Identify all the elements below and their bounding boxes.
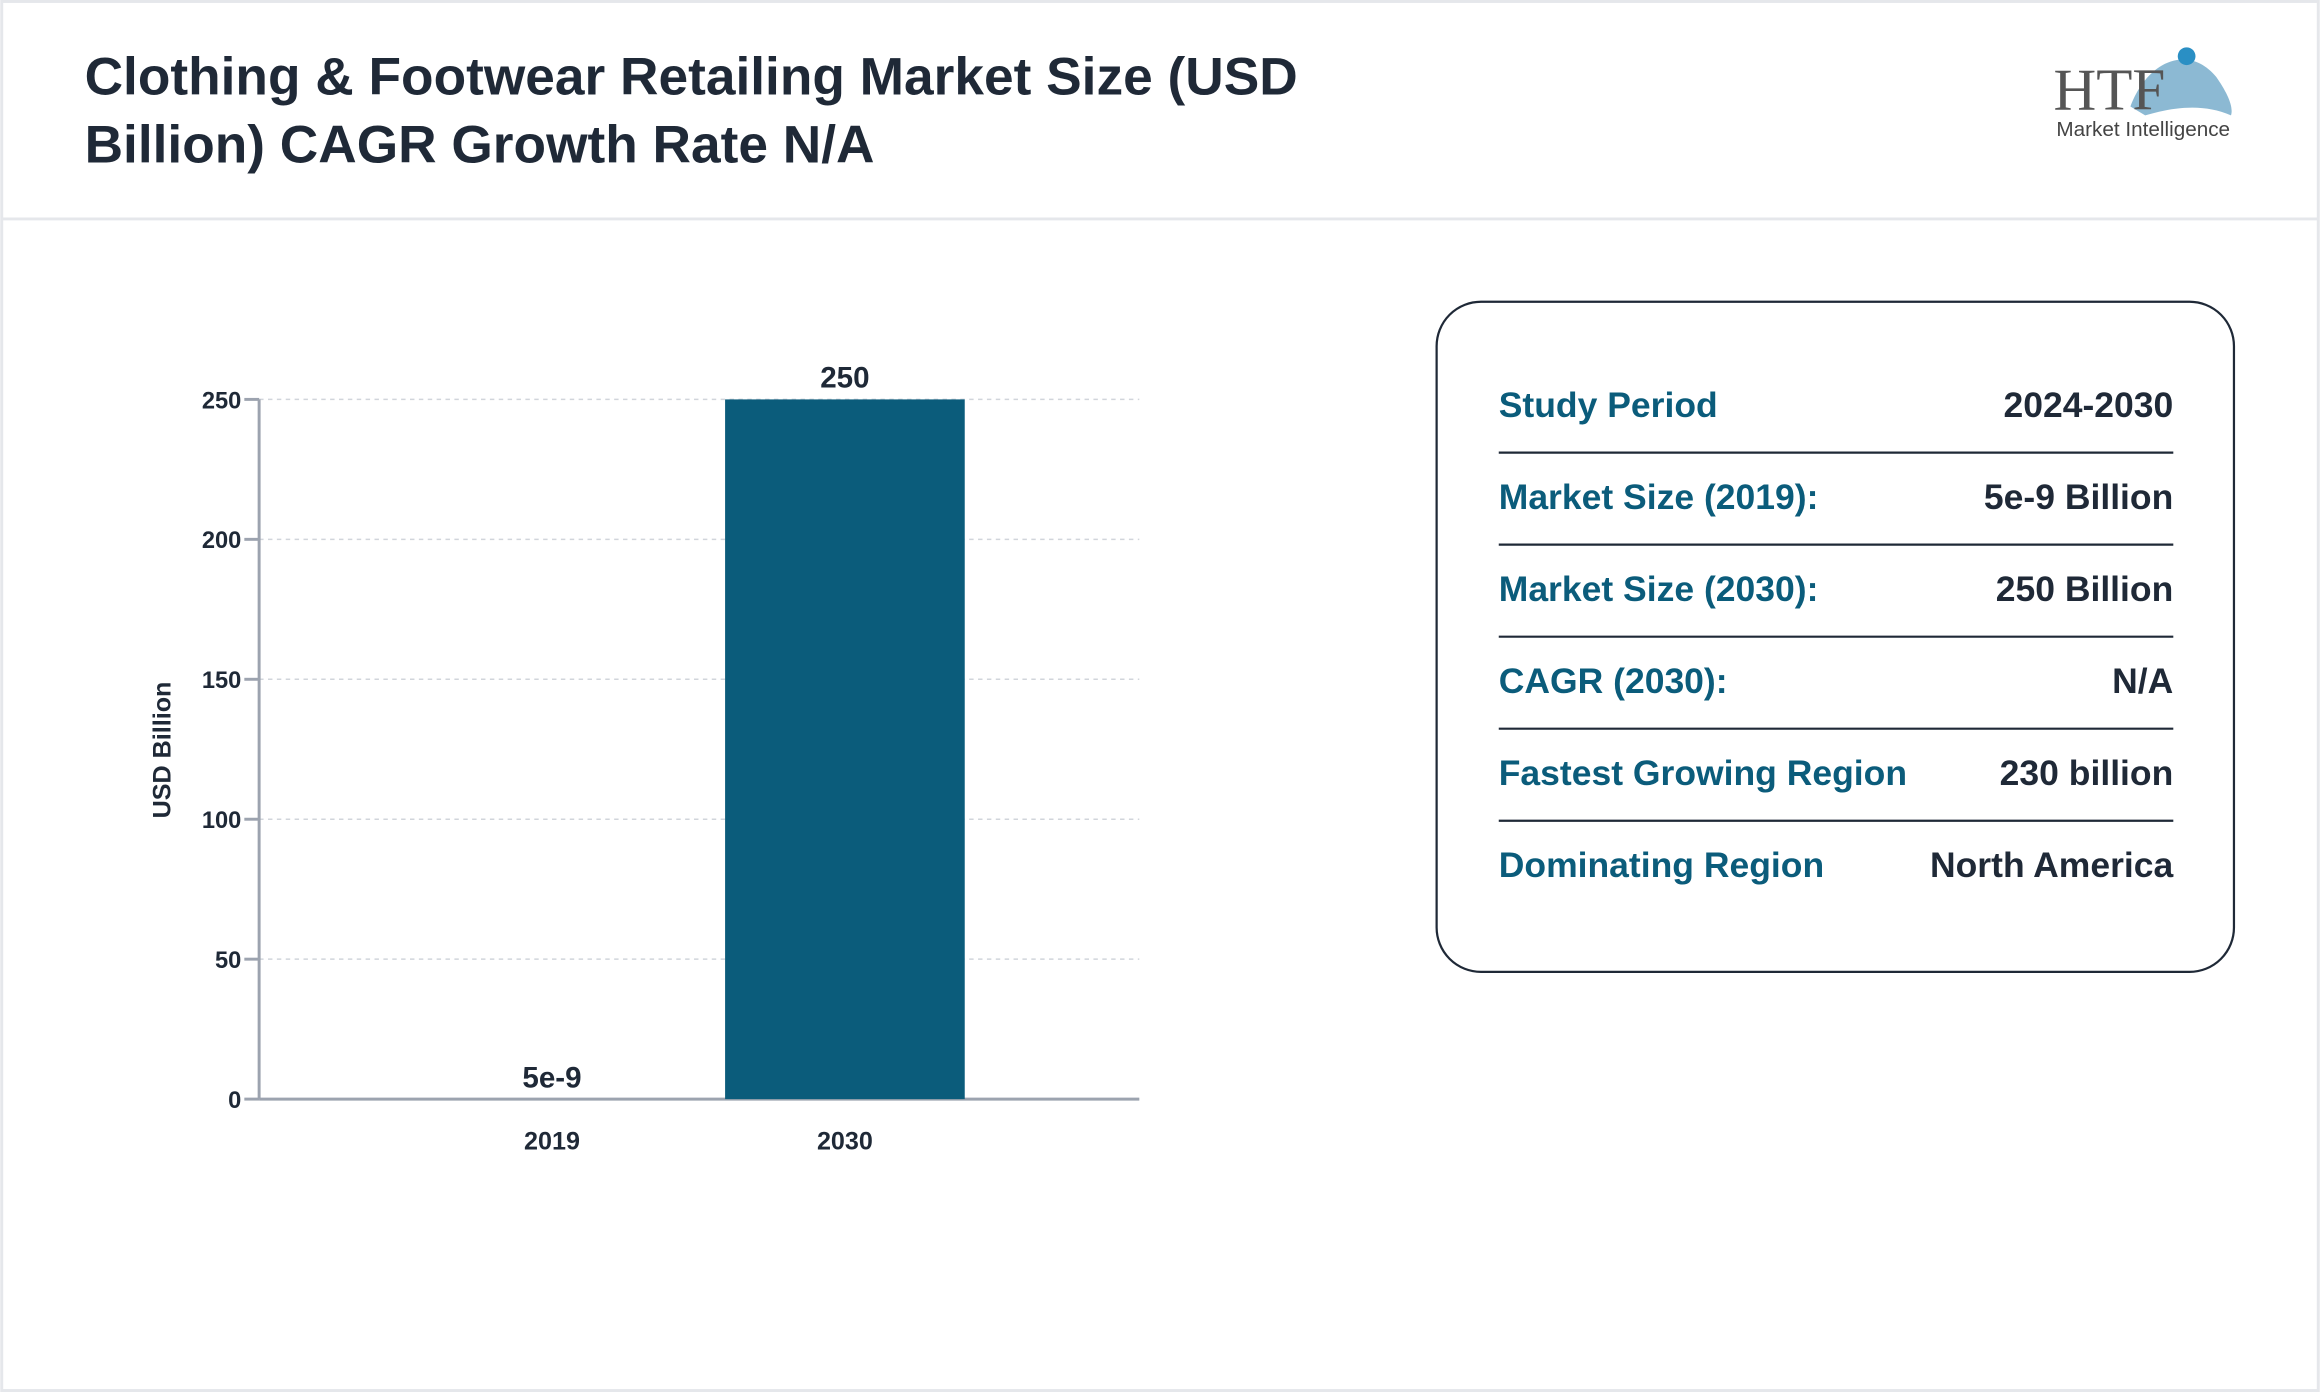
y-tick-label: 150 xyxy=(202,668,241,694)
info-value: North America xyxy=(1930,845,2174,885)
info-value: 5e-9 Billion xyxy=(1984,477,2173,517)
info-label: Market Size (2030): xyxy=(1499,569,1819,609)
info-value: 250 Billion xyxy=(1996,569,2174,609)
x-tick-label: 2019 xyxy=(524,1127,580,1155)
info-label: Market Size (2019): xyxy=(1499,477,1819,517)
value-label: 250 xyxy=(820,362,869,395)
title-box: Clothing & Footwear Retailing Market Siz… xyxy=(84,45,1298,175)
info-value: N/A xyxy=(2112,661,2173,701)
info-value: 230 billion xyxy=(2000,753,2174,793)
info-label: Fastest Growing Region xyxy=(1499,753,1907,793)
y-axis-title: USD Billion xyxy=(148,682,176,819)
logo-swoosh xyxy=(2130,59,2232,116)
x-tick-label: 2030 xyxy=(817,1127,873,1155)
bar xyxy=(725,399,965,1100)
info-label: Dominating Region xyxy=(1499,845,1824,885)
logo-tagline: Market Intelligence xyxy=(2056,118,2230,141)
logo-dot xyxy=(2177,47,2196,66)
info-label: Study Period xyxy=(1499,385,1718,425)
y-tick-label: 0 xyxy=(228,1088,241,1114)
info-rows: Study Period 2024-2030 Market Size (2019):… xyxy=(1499,385,2174,885)
page-title: Clothing & Footwear Retailing Market Siz… xyxy=(84,45,1298,175)
bar-chart: 0 50 100 150 200 250 USD Billion 2019 5e-9 2030 25… xyxy=(148,362,1140,1155)
info-value: 2024-2030 xyxy=(2004,385,2174,425)
logo-mark: HTF xyxy=(2053,56,2165,122)
y-tick-label: 200 xyxy=(202,528,241,554)
y-tick-label: 50 xyxy=(215,948,241,974)
logo: HTF Market Intelligence xyxy=(2053,47,2232,141)
info-label: CAGR (2030): xyxy=(1499,661,1728,701)
value-label: 5e-9 xyxy=(522,1061,581,1094)
y-tick-label: 100 xyxy=(202,808,241,834)
y-tick-label: 250 xyxy=(202,388,241,414)
